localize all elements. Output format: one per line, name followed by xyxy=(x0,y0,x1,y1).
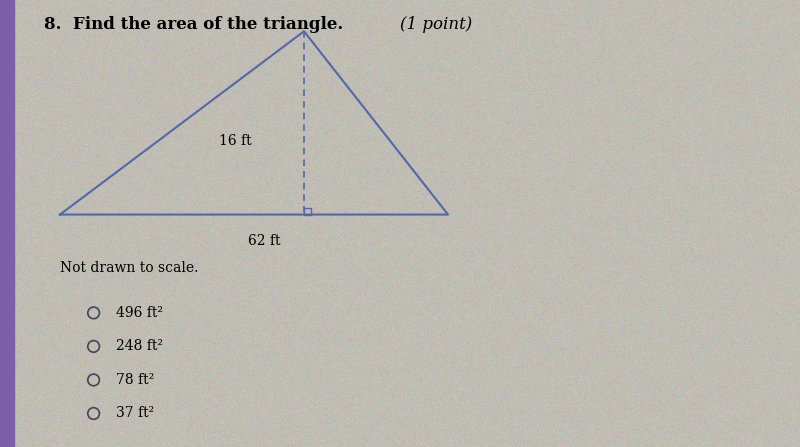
Text: Not drawn to scale.: Not drawn to scale. xyxy=(60,261,198,275)
Text: 496 ft²: 496 ft² xyxy=(116,306,163,320)
Text: 37 ft²: 37 ft² xyxy=(116,406,154,421)
Text: 78 ft²: 78 ft² xyxy=(116,373,154,387)
Text: 248 ft²: 248 ft² xyxy=(116,339,163,354)
Bar xyxy=(0,0,14,447)
Text: 16 ft: 16 ft xyxy=(219,134,252,148)
Bar xyxy=(304,208,310,215)
Text: (1 point): (1 point) xyxy=(400,16,472,33)
Text: 8.  Find the area of the triangle.: 8. Find the area of the triangle. xyxy=(44,16,343,33)
Text: 62 ft: 62 ft xyxy=(248,234,280,249)
